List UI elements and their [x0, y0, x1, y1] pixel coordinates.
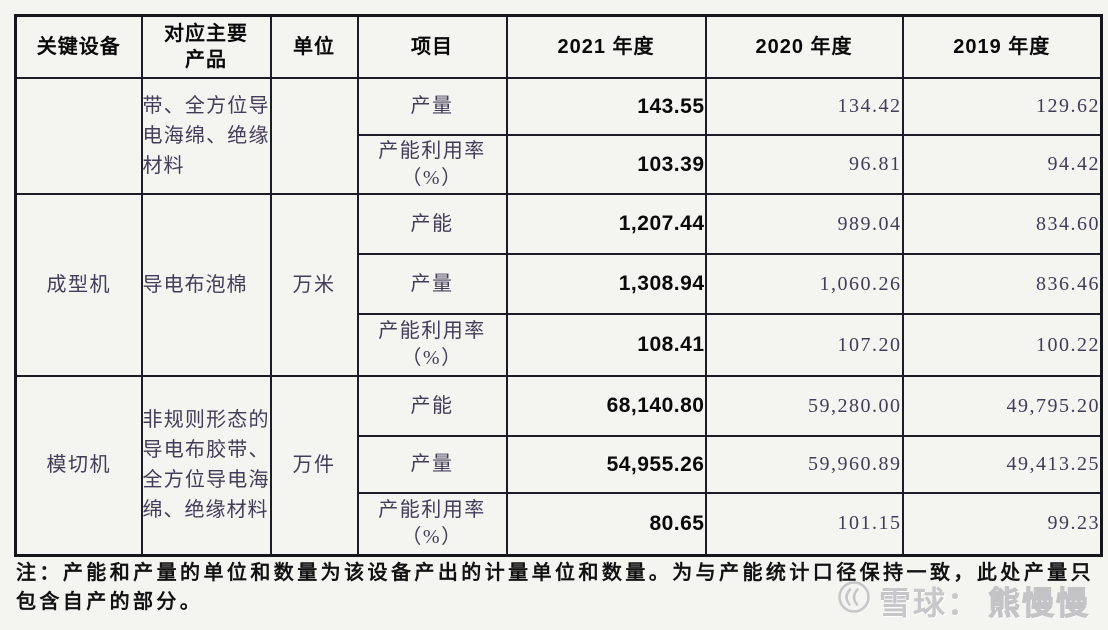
equipment-cell: 成型机 [14, 193, 143, 377]
table-row: 模切机 非规则形态的导电布胶带、全方位导电海绵、绝缘材料 万件 产能 68,14… [14, 375, 1103, 556]
value-2019: 49,413.25 [901, 435, 1103, 494]
value-2019: 834.60 [901, 193, 1103, 255]
value-2021: 1,207.44 [505, 193, 707, 255]
value-2020: 96.81 [704, 134, 904, 195]
product-cell: 导电布泡棉 [140, 193, 272, 377]
unit-cell: 万件 [269, 375, 359, 556]
product-cell: 非规则形态的导电布胶带、全方位导电海绵、绝缘材料 [140, 375, 272, 556]
value-2021: 54,955.26 [505, 435, 707, 494]
value-2019: 100.22 [901, 313, 1103, 377]
capacity-utilization-table: 关键设备 对应主要 产品 单位 项目 2021 年度 2020 年度 2019 … [14, 14, 1103, 557]
col-header-unit: 单位 [269, 14, 359, 79]
item-cell: 产能利用率 （%） [356, 313, 508, 377]
value-2020: 107.20 [704, 313, 904, 377]
col-header-2019: 2019 年度 [901, 14, 1103, 79]
value-2021: 80.65 [505, 492, 707, 556]
value-2021: 1,308.94 [505, 253, 707, 315]
header-row: 关键设备 对应主要 产品 单位 项目 2021 年度 2020 年度 2019 … [14, 14, 1103, 79]
col-header-item: 项目 [356, 14, 508, 79]
value-2020: 59,280.00 [704, 375, 904, 437]
item-cell: 产能 [356, 375, 508, 437]
unit-cell [269, 77, 359, 195]
table-row: 带、全方位导电海绵、绝缘材料 产量 143.55 134.42 129.62 [14, 77, 1103, 195]
watermark-brand-text: 雪球： [878, 585, 981, 621]
footnote: 注：产能和产量的单位和数量为该设备产出的计量单位和数量。为与产能统计口径保持一致… [16, 562, 1094, 613]
item-cell: 产能 [356, 193, 508, 255]
value-2020: 59,960.89 [704, 435, 904, 494]
value-2021: 108.41 [505, 313, 707, 377]
col-header-product: 对应主要 产品 [140, 14, 272, 79]
snowball-logo-icon [836, 579, 872, 623]
col-header-2021: 2021 年度 [505, 14, 707, 79]
unit-cell: 万米 [269, 193, 359, 377]
item-cell: 产量 [356, 435, 508, 494]
watermark: 雪球： 熊慢慢 [836, 578, 1090, 624]
value-2019: 49,795.20 [901, 375, 1103, 437]
equipment-cell: 模切机 [14, 375, 143, 556]
item-cell: 产能利用率 （%） [356, 492, 508, 556]
table-row: 产能利用率 （%） 103.39 96.81 94.42 [16, 134, 1103, 195]
item-cell: 产能利用率 （%） [356, 134, 508, 195]
equipment-cell [14, 77, 143, 195]
item-cell: 产量 [356, 77, 508, 136]
value-2019: 129.62 [901, 77, 1103, 136]
table-row: 产能利用率 （%） 80.65 101.15 99.23 [16, 492, 1103, 556]
col-header-equipment: 关键设备 [14, 14, 143, 79]
value-2020: 1,060.26 [704, 253, 904, 315]
value-2019: 99.23 [901, 492, 1103, 556]
table-row: 产量 54,955.26 59,960.89 49,413.25 [16, 435, 1103, 494]
value-2020: 101.15 [704, 492, 904, 556]
table-row: 成型机 导电布泡棉 万米 产能 1,207.44 989.04 834.60 [14, 193, 1103, 377]
item-cell: 产量 [356, 253, 508, 315]
value-2019: 836.46 [901, 253, 1103, 315]
value-2019: 94.42 [901, 134, 1103, 195]
value-2021: 143.55 [505, 77, 707, 136]
table-row: 产能利用率 （%） 108.41 107.20 100.22 [16, 313, 1103, 377]
watermark-user-text: 熊慢慢 [987, 585, 1090, 622]
value-2021: 103.39 [505, 134, 707, 195]
col-header-2020: 2020 年度 [704, 14, 904, 79]
value-2020: 989.04 [704, 193, 904, 255]
value-2021: 68,140.80 [505, 375, 707, 437]
value-2020: 134.42 [704, 77, 904, 136]
table-row: 产量 1,308.94 1,060.26 836.46 [16, 253, 1103, 315]
product-cell: 带、全方位导电海绵、绝缘材料 [140, 77, 272, 195]
